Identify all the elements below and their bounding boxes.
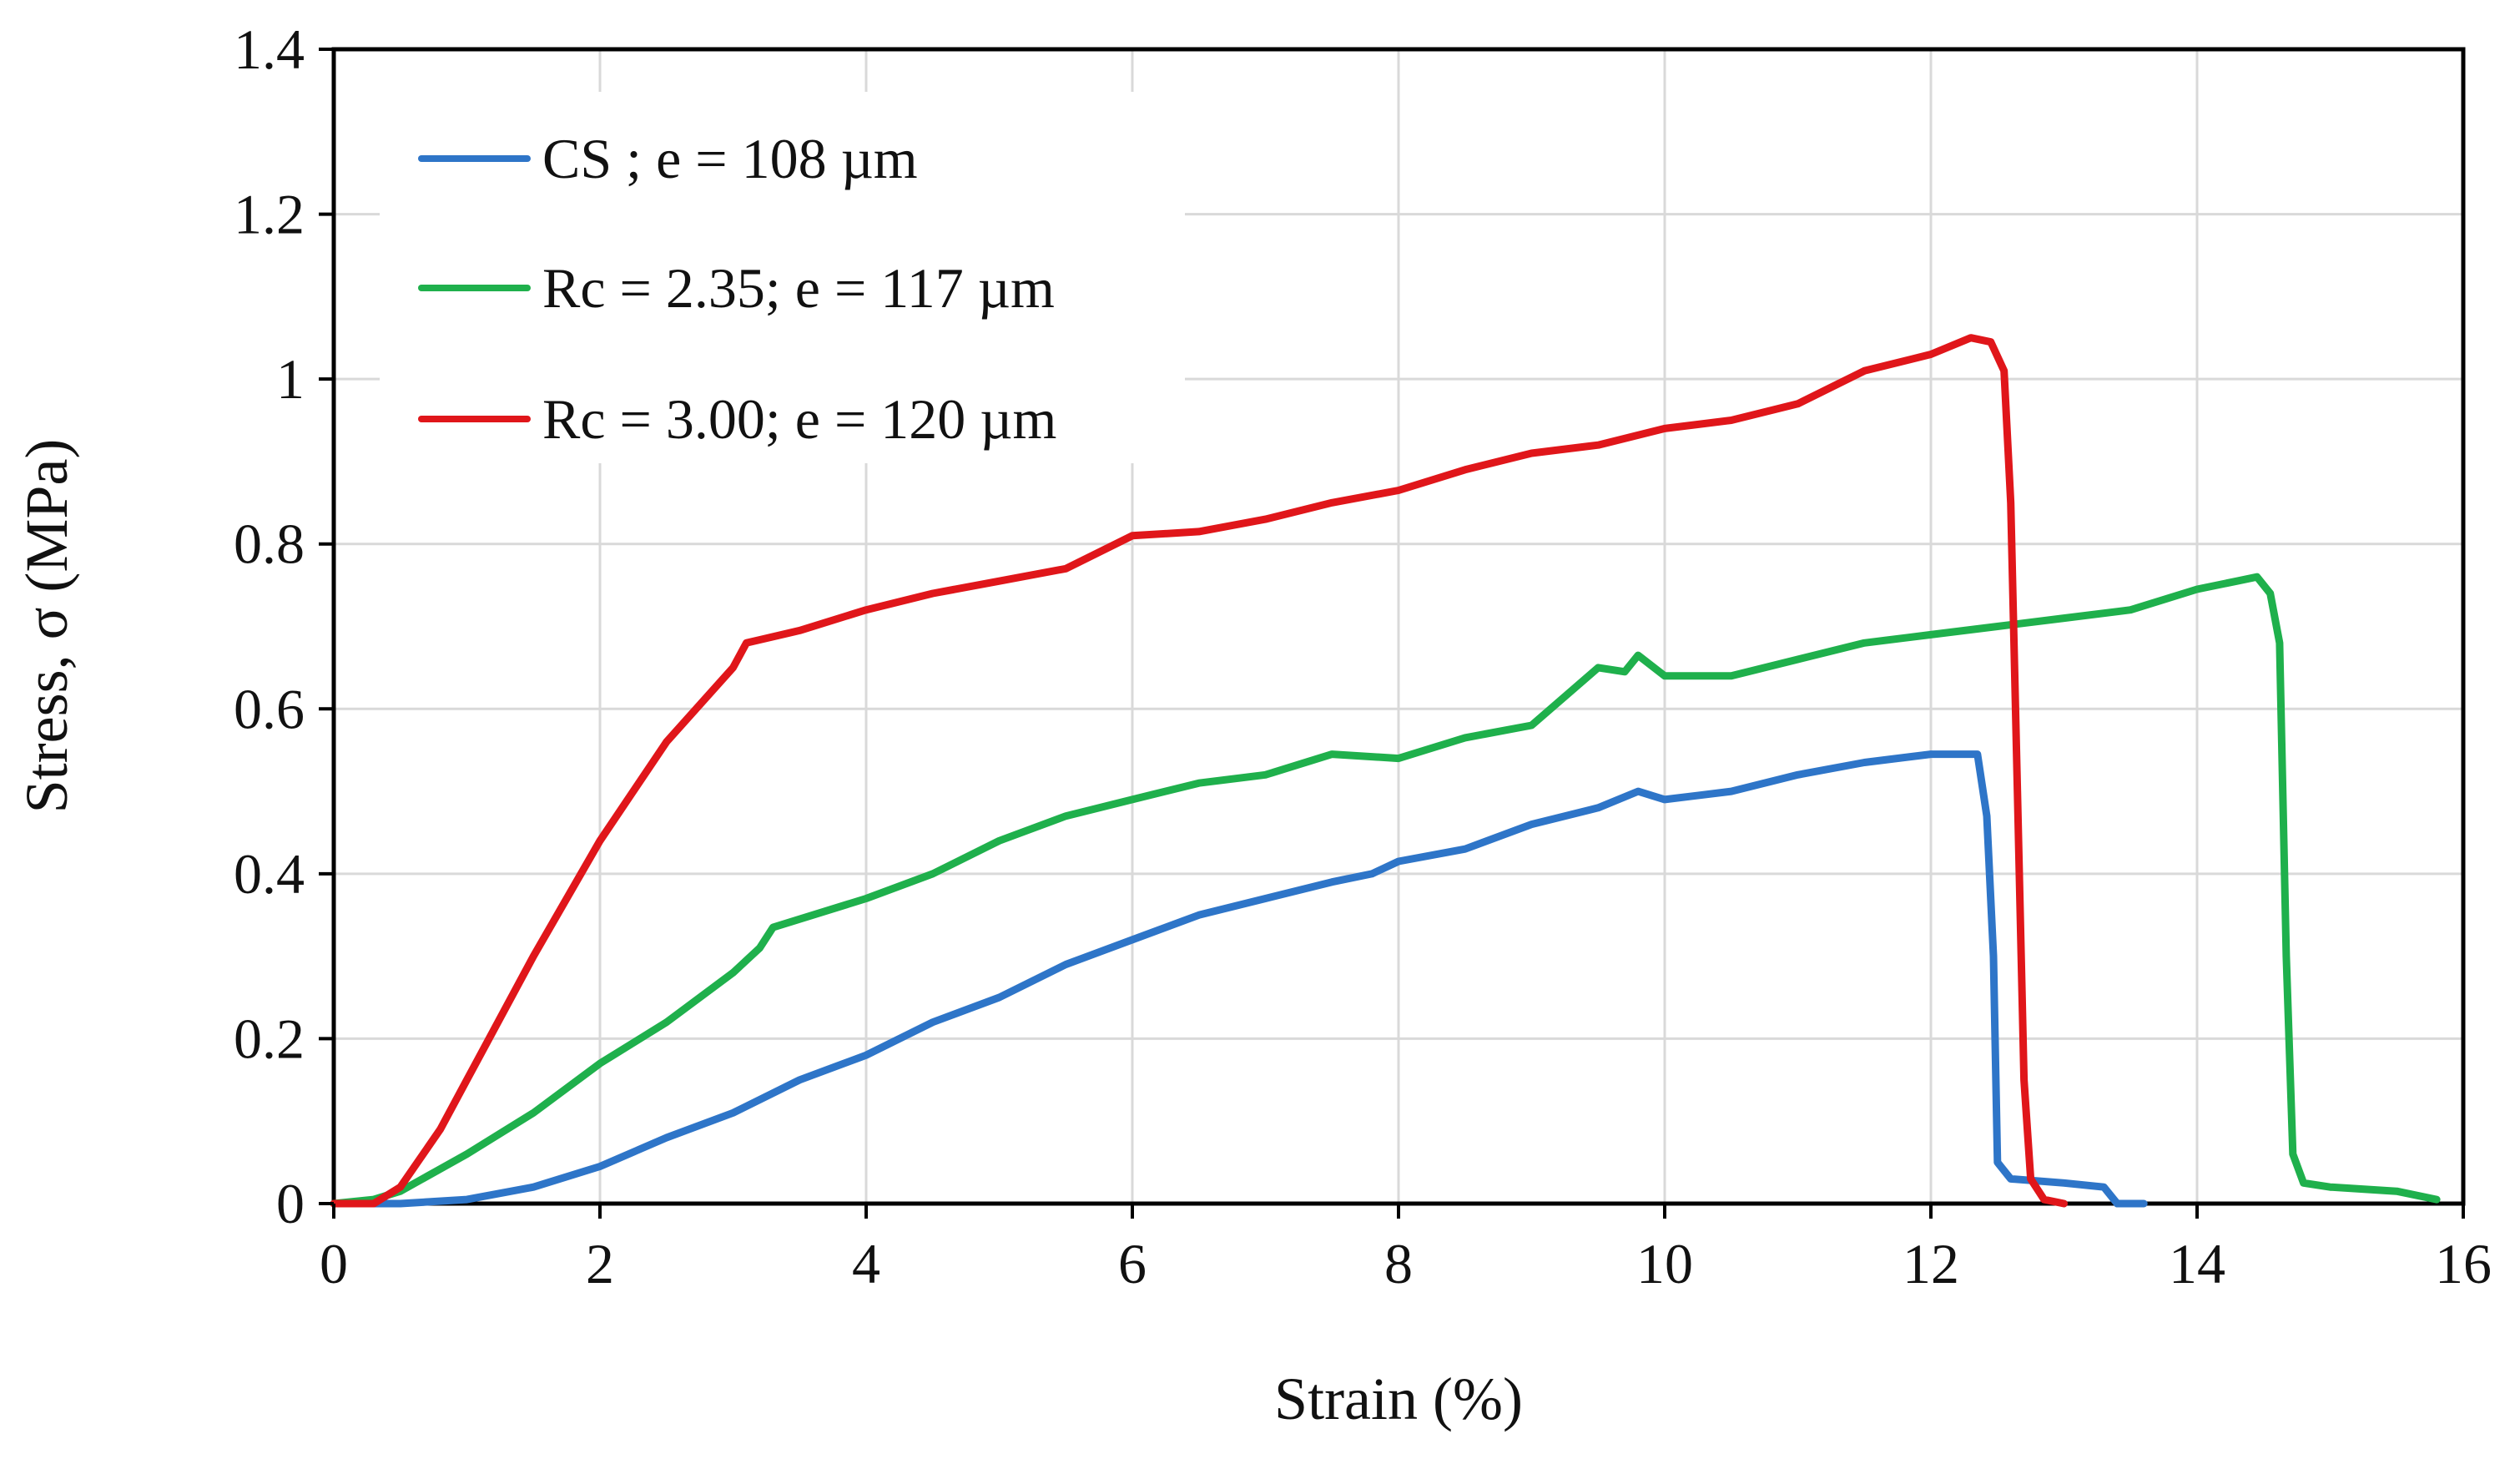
y-tick-label: 1 [276,347,305,411]
y-tick-label: 0 [276,1172,305,1235]
x-tick-label: 8 [1384,1232,1413,1295]
y-axis-title: Stress, σ (MPa) [13,439,80,814]
series-line-rc235 [330,573,2441,1208]
series-lines [330,334,2441,1208]
y-tick-label: 0.4 [234,842,305,906]
x-axis-title: Strain (%) [1274,1366,1523,1432]
x-tick-label: 10 [1636,1232,1693,1295]
series-line-rc300 [330,334,2068,1208]
y-tick-label: 0.2 [234,1007,305,1070]
x-tick-label: 2 [586,1232,614,1295]
y-tick-label: 0.6 [234,677,305,740]
axis-ticks: 0 2 4 6 8 10 12 14 16 0 0.2 0.4 0.6 0.8 1 1.2 1.4 [234,18,2492,1295]
x-tick-label: 12 [1903,1232,1959,1295]
series-line-cs [330,750,2148,1208]
x-tick-label: 4 [852,1232,880,1295]
legend-background [380,92,1185,463]
y-tick-label: 1.4 [234,18,305,81]
x-tick-label: 16 [2435,1232,2492,1295]
x-tick-label: 14 [2169,1232,2225,1295]
y-tick-label: 1.2 [234,183,305,246]
legend-label-rc300: Rc = 3.00; e = 120 µm [542,387,1056,451]
legend-label-rc235: Rc = 2.35; e = 117 µm [542,256,1055,320]
legend: CS ; e = 108 µm Rc = 2.35; e = 117 µm Rc… [380,92,1185,463]
y-tick-label: 0.8 [234,512,305,576]
x-tick-label: 6 [1118,1232,1147,1295]
legend-label-cs: CS ; e = 108 µm [542,127,918,190]
x-tick-label: 0 [320,1232,348,1295]
